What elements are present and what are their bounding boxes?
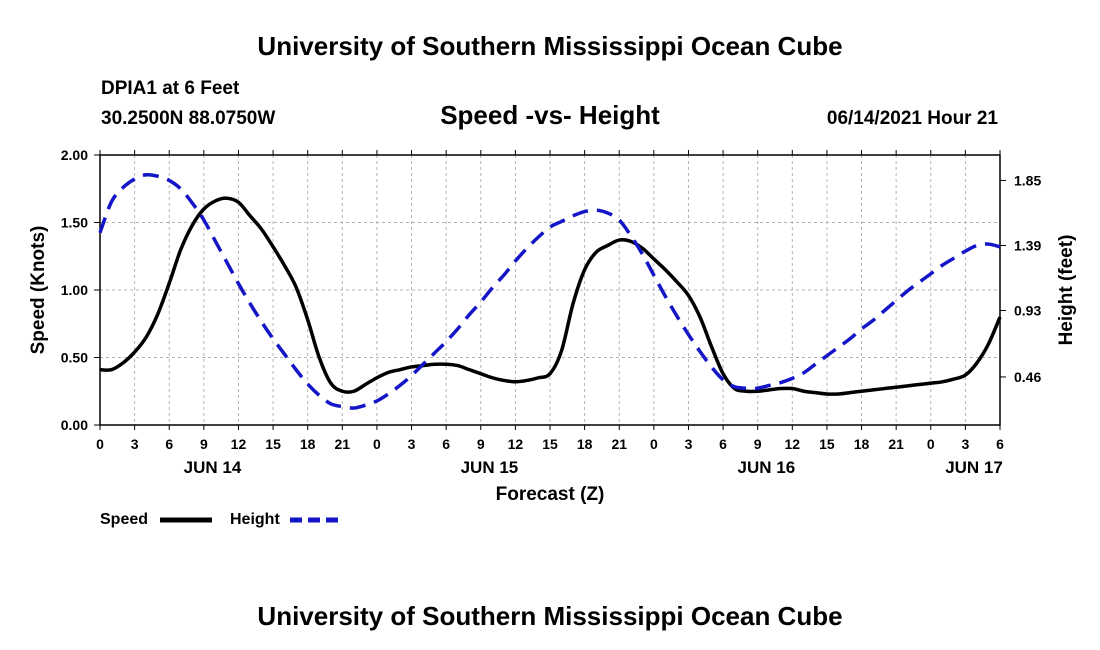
date-label: JUN 17: [945, 458, 1003, 477]
forecast-datetime: 06/14/2021 Hour 21: [827, 108, 999, 129]
date-labels: JUN 14 JUN 15 JUN 16 JUN 17: [184, 458, 1003, 477]
x-tick-label: 12: [785, 436, 801, 452]
y2-tick-label: 1.39: [1014, 237, 1041, 253]
x-tick-label: 12: [508, 436, 524, 452]
y-axis-title: Speed (Knots): [28, 226, 49, 355]
y-axis-right: 0.46 0.93 1.39 1.85: [1000, 172, 1041, 385]
y2-tick-label: 1.85: [1014, 172, 1041, 188]
series-group: [98, 172, 1002, 410]
x-tick-label: 3: [408, 436, 416, 452]
page-title: University of Southern Mississippi Ocean…: [257, 31, 842, 61]
y-tick-label: 0.00: [61, 417, 88, 433]
x-tick-label: 18: [300, 436, 316, 452]
x-tick-label: 12: [231, 436, 247, 452]
x-tick-label: 18: [577, 436, 593, 452]
x-tick-label: 9: [754, 436, 762, 452]
x-tick-label: 0: [373, 436, 381, 452]
x-tick-label: 21: [611, 436, 627, 452]
date-label: JUN 15: [461, 458, 519, 477]
footer-title: University of Southern Mississippi Ocean…: [257, 601, 842, 631]
date-label: JUN 14: [184, 458, 242, 477]
y2-tick-label: 0.93: [1014, 302, 1041, 318]
x-tick-label: 3: [961, 436, 969, 452]
station-label: DPIA1 at 6 Feet: [101, 78, 240, 99]
x-tick-label: 6: [165, 436, 173, 452]
y2-tick-label: 0.46: [1014, 369, 1041, 385]
x-tick-label: 0: [96, 436, 104, 452]
y-tick-label: 1.00: [61, 282, 88, 298]
x-tick-label: 0: [650, 436, 658, 452]
x-tick-label: 15: [542, 436, 558, 452]
y2-axis-title: Height (feet): [1056, 235, 1077, 346]
x-axis: 0 3 6 9 12 15 18 21 0 3 6 9 12 15 18 21 0 3 6 9 12 15 18 21 0 3 6: [96, 150, 1004, 452]
x-tick-label: 6: [996, 436, 1004, 452]
chart-title: Speed -vs- Height: [440, 100, 660, 130]
x-tick-label: 21: [888, 436, 904, 452]
x-tick-label: 15: [265, 436, 281, 452]
x-tick-label: 6: [719, 436, 727, 452]
x-tick-label: 21: [335, 436, 351, 452]
y-tick-label: 2.00: [61, 147, 88, 163]
x-tick-label: 18: [854, 436, 870, 452]
legend: Speed Height: [100, 511, 342, 528]
y-tick-label: 0.50: [61, 350, 88, 366]
grid-lines: [100, 155, 1000, 425]
legend-speed-label: Speed: [100, 511, 148, 528]
x-axis-title: Forecast (Z): [496, 484, 605, 505]
y-axis-left: 0.00 0.50 1.00 1.50 2.00: [61, 147, 100, 433]
x-tick-label: 6: [442, 436, 450, 452]
legend-height-label: Height: [230, 511, 280, 528]
date-label: JUN 16: [738, 458, 796, 477]
x-tick-label: 0: [927, 436, 935, 452]
x-tick-label: 9: [200, 436, 208, 452]
x-tick-label: 9: [477, 436, 485, 452]
y-tick-label: 1.50: [61, 215, 88, 231]
series-line-speed: [99, 196, 1002, 396]
series-line-height: [98, 172, 1001, 410]
x-tick-label: 15: [819, 436, 835, 452]
coordinates-label: 30.2500N 88.0750W: [101, 108, 275, 129]
x-tick-label: 3: [685, 436, 693, 452]
x-tick-label: 3: [131, 436, 139, 452]
